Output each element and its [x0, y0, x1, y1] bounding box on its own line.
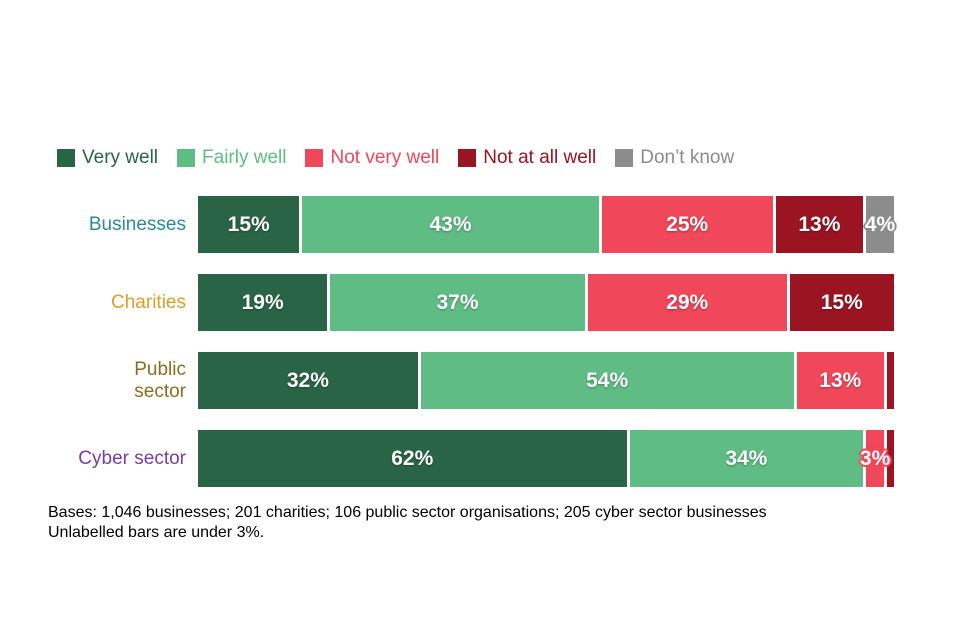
legend: Very well Fairly well Not very well Not at … — [57, 147, 734, 169]
segment-value-label: 37% — [436, 290, 479, 314]
category-label: Public sector — [134, 358, 186, 402]
stacked-bar-chart: Businesses 15% 43% 25% 13% 4% Charities 19% 37% 2… — [0, 196, 896, 508]
legend-label: Very well — [82, 147, 159, 168]
segment-very_well: 62% — [198, 430, 630, 487]
segment-value-label: 15% — [820, 290, 863, 314]
legend-label: Fairly well — [202, 147, 287, 168]
legend-item-not-very-well: Not very well — [305, 147, 439, 169]
segment-very_well: 15% — [198, 196, 303, 253]
segment-value-label: 15% — [227, 212, 270, 236]
not-very-well-swatch-icon — [305, 149, 324, 167]
not-at-all-well-swatch-icon — [458, 149, 477, 167]
footnote-bases: Bases: 1,046 businesses; 201 charities; … — [48, 504, 767, 521]
segment-not_at_all_well: 15% — [789, 274, 894, 331]
segment-value-label: 4% — [864, 212, 896, 236]
category-label: Businesses — [88, 213, 186, 235]
legend-item-don-t-know: Don’t know — [615, 147, 734, 169]
segment-value-label: 13% — [798, 212, 841, 236]
legend-label: Don’t know — [640, 147, 735, 168]
segment-not_at_all_well: 13% — [775, 196, 867, 253]
bar-row-businesses: Businesses 15% 43% 25% 13% 4% — [0, 196, 896, 253]
stacked-bar: 32% 54% 13% — [198, 352, 894, 409]
category-label: Cyber sector — [78, 447, 186, 469]
legend-item-very-well: Very well — [57, 147, 158, 169]
segment-not_very_well: 29% — [587, 274, 790, 331]
segment-very_well: 32% — [198, 352, 421, 409]
stacked-bar: 15% 43% 25% 13% 4% — [198, 196, 896, 253]
segment-fairly_well: 43% — [302, 196, 602, 253]
segment-value-label: 62% — [391, 446, 434, 470]
segment-value-label: 25% — [666, 212, 709, 236]
segment-not_very_well: 25% — [601, 196, 776, 253]
segment-not_at_all_well — [887, 352, 894, 409]
legend-label: Not very well — [330, 147, 440, 168]
bar-row-cyber-sector: Cyber sector 62% 34% 3% — [0, 430, 894, 487]
segment-fairly_well: 37% — [330, 274, 588, 331]
segment-value-label: 29% — [666, 290, 709, 314]
bar-row-public-sector: Public sector 32% 54% 13% — [0, 352, 894, 409]
segment-not_at_all_well — [887, 430, 894, 487]
segment-fairly_well: 34% — [629, 430, 867, 487]
segment-value-label: 3% — [859, 446, 891, 470]
segment-fairly_well: 54% — [420, 352, 797, 409]
segment-value-label: 43% — [429, 212, 472, 236]
bar-row-charities: Charities 19% 37% 29% 15% — [0, 274, 894, 331]
footnote: Bases: 1,046 businesses; 201 charities; … — [48, 503, 767, 543]
segment-not_very_well: 3% — [860, 430, 890, 487]
segment-not_very_well: 13% — [796, 352, 888, 409]
segment-value-label: 32% — [286, 368, 329, 392]
segment-very_well: 19% — [198, 274, 331, 331]
segment-value-label: 19% — [241, 290, 284, 314]
stacked-bar: 19% 37% 29% 15% — [198, 274, 894, 331]
don-t-know-swatch-icon — [615, 149, 634, 167]
legend-item-fairly-well: Fairly well — [177, 147, 286, 169]
fairly-well-swatch-icon — [177, 149, 196, 167]
category-label: Charities — [111, 291, 186, 313]
legend-item-not-at-all-well: Not at all well — [458, 147, 596, 169]
stacked-bar: 62% 34% 3% — [198, 430, 894, 487]
segment-value-label: 13% — [819, 368, 862, 392]
segment-dont_know: 4% — [864, 196, 896, 253]
footnote-unlabelled: Unlabelled bars are under 3%. — [48, 524, 265, 541]
legend-label: Not at all well — [483, 147, 597, 168]
segment-value-label: 34% — [725, 446, 768, 470]
very-well-swatch-icon — [57, 149, 75, 167]
segment-value-label: 54% — [586, 368, 629, 392]
